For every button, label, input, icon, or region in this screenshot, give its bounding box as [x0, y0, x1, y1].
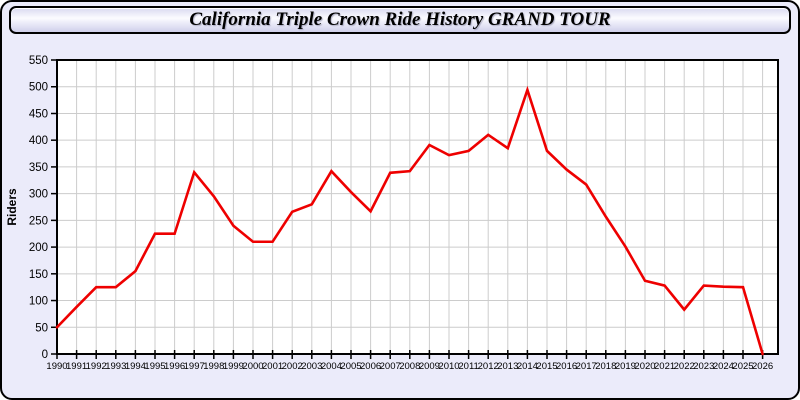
y-tick-label: 0	[42, 349, 48, 361]
x-tick-label: 2013	[497, 361, 518, 372]
x-tick-label: 2000	[242, 361, 263, 372]
y-tick-label: 150	[29, 269, 48, 281]
x-tick-label: 2002	[282, 361, 303, 372]
x-tick-label: 2019	[615, 361, 636, 372]
y-tick-label: 50	[35, 322, 48, 334]
x-tick-label: 2007	[380, 361, 401, 372]
x-tick-label: 1991	[66, 361, 87, 372]
y-tick-label: 100	[29, 296, 48, 308]
x-tick-label: 1998	[203, 361, 224, 372]
x-tick-label: 2004	[321, 361, 342, 372]
x-tick-label: 2016	[556, 361, 577, 372]
x-tick-label: 2009	[419, 361, 440, 372]
plot-frame	[56, 59, 779, 355]
plot-background	[57, 60, 778, 354]
x-tick-label: 2003	[301, 361, 322, 372]
y-tick-label: 500	[29, 82, 48, 94]
y-axis-label: Riders	[5, 188, 19, 226]
x-tick-label: 2023	[693, 361, 714, 372]
x-tick-label: 2026	[752, 361, 773, 372]
x-tick-label: 2017	[576, 361, 597, 372]
y-tick-label: 300	[29, 189, 48, 201]
y-tick-label: 550	[29, 55, 48, 67]
x-tick-label: 1993	[105, 361, 126, 372]
x-tick-label: 2018	[595, 361, 616, 372]
page-title: California Triple Crown Ride History GRA…	[189, 9, 611, 30]
x-tick-label: 2012	[478, 361, 499, 372]
y-tick-label: 200	[29, 242, 48, 254]
x-tick-label: 2015	[536, 361, 557, 372]
x-tick-label: 1992	[86, 361, 107, 372]
x-tick-label: 2006	[360, 361, 381, 372]
title-bar: California Triple Crown Ride History GRA…	[9, 6, 791, 34]
y-tick-label: 350	[29, 162, 48, 174]
x-tick-label: 2005	[340, 361, 361, 372]
x-tick-label: 2022	[674, 361, 695, 372]
x-tick-label: 2011	[458, 361, 478, 372]
x-tick-label: 1990	[46, 361, 67, 372]
x-tick-label: 2024	[713, 361, 734, 372]
x-tick-label: 2010	[438, 361, 459, 372]
x-tick-label: 2025	[732, 361, 753, 372]
x-tick-label: 2014	[517, 361, 538, 372]
y-tick-label: 450	[29, 108, 48, 120]
x-tick-label: 1994	[125, 361, 146, 372]
x-tick-label: 1996	[164, 361, 185, 372]
x-tick-label: 2021	[654, 361, 675, 372]
x-tick-label: 1997	[184, 361, 205, 372]
x-tick-label: 1999	[223, 361, 244, 372]
x-tick-label: 2001	[262, 361, 283, 372]
x-tick-label: 2008	[399, 361, 420, 372]
y-tick-label: 250	[29, 215, 48, 227]
x-tick-label: 2020	[634, 361, 655, 372]
riders-data-line	[55, 85, 764, 356]
x-tick-label: 1995	[144, 361, 165, 372]
y-tick-label: 400	[29, 135, 48, 147]
